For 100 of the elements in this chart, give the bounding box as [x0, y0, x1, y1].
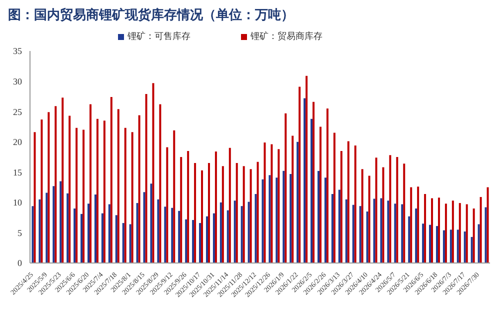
bar [256, 162, 259, 263]
bar [424, 194, 426, 263]
bar [208, 163, 210, 263]
y-tick-label: 0 [18, 258, 22, 268]
bar [373, 198, 376, 263]
bar [52, 186, 55, 263]
bar [444, 204, 447, 263]
bar [88, 204, 90, 263]
bar [470, 236, 473, 263]
bar [415, 208, 418, 263]
bar [478, 224, 480, 263]
bar [480, 196, 482, 263]
bar [48, 112, 50, 263]
bar [236, 163, 238, 263]
bar [366, 212, 368, 263]
bar [152, 83, 154, 263]
y-tick-label: 25 [13, 106, 22, 117]
bar [304, 98, 306, 263]
bar [458, 203, 461, 263]
bar [352, 204, 354, 263]
chart-title: 图：国内贸易商锂矿现货库存情况（单位：万吨） [8, 6, 294, 24]
bar [318, 170, 320, 263]
bar [171, 208, 174, 263]
bar [290, 174, 292, 263]
bar [310, 118, 313, 263]
bar [312, 102, 315, 263]
bar [242, 166, 245, 263]
bar [452, 200, 454, 263]
bar [320, 126, 322, 263]
bar [220, 202, 222, 263]
bar [338, 190, 340, 263]
bar [436, 226, 438, 263]
bar [226, 210, 229, 263]
bar [403, 164, 406, 263]
bar [110, 97, 112, 263]
bar [298, 86, 301, 263]
bar [166, 147, 168, 263]
bar [394, 204, 396, 263]
bar [472, 208, 475, 263]
bar [326, 108, 328, 263]
bar [164, 206, 166, 263]
bar [66, 193, 69, 263]
bar [278, 149, 280, 263]
bar [347, 141, 350, 263]
bar [157, 199, 160, 263]
bar [180, 157, 182, 263]
bar [62, 98, 64, 263]
bar [486, 187, 489, 263]
bar [234, 200, 236, 263]
y-tick-label: 5 [18, 228, 22, 238]
bar [380, 198, 382, 263]
bar [194, 163, 196, 263]
bar [54, 106, 57, 263]
bar [296, 142, 299, 263]
bar [212, 213, 215, 263]
bar [117, 109, 120, 263]
bar [103, 120, 106, 263]
bar [90, 104, 92, 263]
bar [345, 199, 348, 263]
y-tick-label: 35 [13, 46, 22, 56]
bar [268, 175, 271, 263]
bar [192, 220, 194, 263]
bar [201, 170, 204, 263]
bar [32, 206, 34, 263]
bar [456, 230, 459, 263]
bar [131, 132, 134, 263]
bar [464, 232, 466, 263]
bar [136, 203, 138, 263]
bar [122, 223, 124, 263]
bar [129, 224, 132, 263]
bar [34, 132, 36, 263]
bar [282, 170, 285, 263]
bar [222, 166, 224, 263]
bar [145, 94, 148, 263]
bar [306, 76, 308, 263]
bar [331, 194, 334, 263]
bar [80, 214, 83, 263]
bar [359, 206, 362, 263]
bar [199, 223, 202, 263]
bar [396, 157, 398, 263]
bar [250, 169, 252, 263]
bar [324, 178, 326, 263]
bar [94, 194, 96, 263]
bar [187, 150, 190, 263]
bar [333, 132, 336, 263]
bar [68, 116, 71, 263]
y-tick-label: 30 [13, 76, 22, 86]
bar [276, 178, 278, 263]
legend-label: 锂矿：贸易商库存 [250, 31, 322, 41]
bar [422, 224, 424, 263]
bar [159, 104, 162, 263]
bar [368, 176, 370, 263]
bar [387, 200, 390, 263]
bar [82, 130, 85, 263]
bar [438, 198, 440, 263]
bar [74, 208, 76, 263]
bar [264, 142, 266, 263]
bar [408, 216, 410, 263]
bar [442, 230, 445, 263]
bar [228, 148, 231, 263]
